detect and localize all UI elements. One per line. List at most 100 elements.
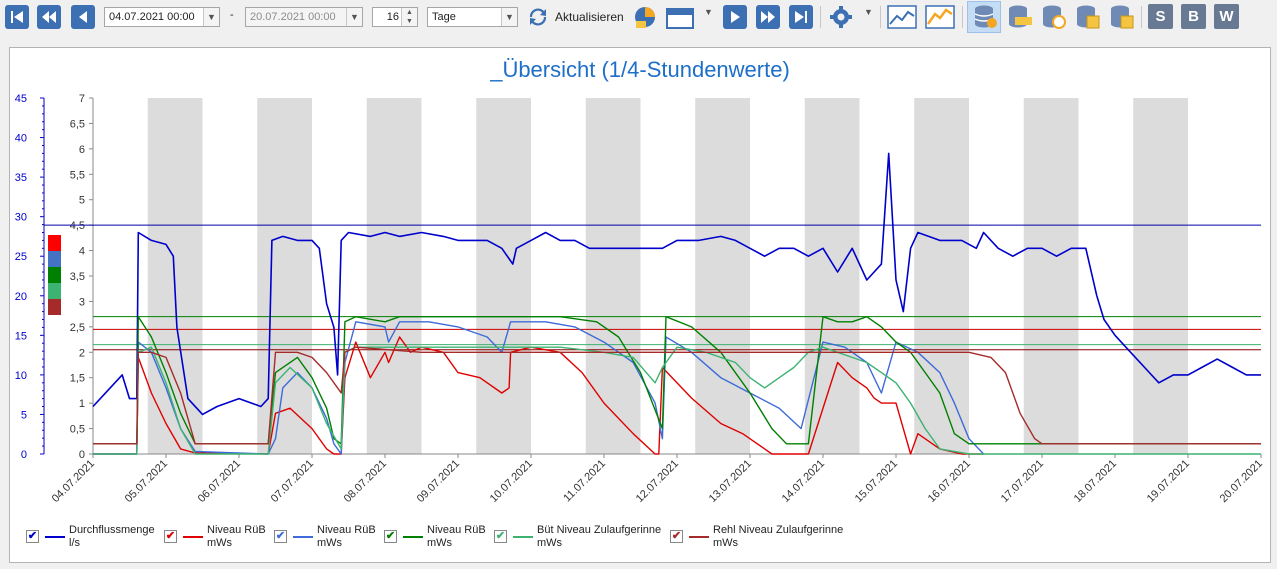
previous-button[interactable] [71, 5, 95, 29]
shaded-band [366, 98, 422, 454]
legend-checkbox[interactable]: ✔ [164, 530, 177, 543]
settings-button[interactable]: ▼ [828, 5, 874, 29]
unit-select[interactable]: Tage ▼ [427, 7, 518, 27]
rewind-button[interactable] [37, 5, 61, 29]
legend-series-name: Niveau RüB [317, 524, 376, 536]
line-chart-icon [887, 5, 917, 29]
x-tick-label: 18.07.2021 [1072, 458, 1119, 505]
database-mwa-icon [1009, 5, 1032, 28]
x-tick-label: 19.07.2021 [1145, 458, 1192, 505]
skip-first-icon [11, 11, 23, 23]
legend-series-name: Büt Niveau Zulaufgerinne [537, 524, 662, 536]
w-button[interactable]: W [1214, 4, 1239, 29]
line-chart-alt-button[interactable] [924, 4, 956, 30]
x-tick-label: 08.07.2021 [342, 458, 389, 505]
right-y-tick-label: 6,5 [70, 118, 85, 130]
first-page-button[interactable] [5, 5, 29, 29]
gear-icon [830, 6, 852, 28]
legend-series-unit: mWs [537, 537, 563, 549]
last-page-button[interactable] [789, 5, 813, 29]
calendar-icon [666, 8, 711, 29]
series-line [93, 336, 984, 455]
series-line [92, 152, 1261, 416]
left-y-tick-label: 5 [21, 409, 27, 421]
database-clock-button[interactable] [1039, 4, 1067, 30]
series-color-marker [48, 235, 61, 251]
series-line [93, 346, 1261, 455]
x-tick-label: 15.07.2021 [853, 458, 900, 505]
legend-series-name: Niveau RüB [207, 524, 266, 536]
left-y-tick-label: 15 [15, 330, 27, 342]
right-y-tick-label: 1 [79, 398, 85, 410]
left-y-tick-label: 45 [15, 93, 27, 105]
chevron-down-icon[interactable]: ▼ [501, 8, 517, 26]
legend-swatch [183, 536, 203, 538]
x-tick-label: 20.07.2021 [1218, 458, 1265, 505]
left-y-tick-label: 0 [21, 449, 27, 461]
refresh-button[interactable]: Aktualisieren [527, 6, 627, 28]
shaded-band [257, 98, 312, 454]
x-tick-label: 05.07.2021 [123, 458, 170, 505]
date-from-field[interactable]: 04.07.2021 00:00 ▼ [104, 7, 220, 27]
unit-select-value: Tage [432, 11, 456, 23]
left-y-tick-label: 25 [15, 251, 27, 263]
series-color-marker [48, 299, 61, 315]
s-button[interactable]: S [1148, 4, 1173, 29]
chevron-down-icon[interactable]: ▼ [704, 7, 713, 17]
legend-checkbox[interactable]: ✔ [494, 530, 507, 543]
database-month-button[interactable] [1107, 4, 1135, 30]
legend-series-unit: mWs [427, 537, 453, 549]
line-chart-button[interactable] [886, 4, 918, 30]
database-calendar-day-icon [1077, 5, 1100, 29]
legend-swatch [513, 536, 533, 538]
series-line [93, 346, 1261, 445]
right-y-tick-label: 0,5 [70, 424, 85, 436]
count-stepper[interactable]: 16 ▲ ▼ [372, 7, 418, 27]
legend-series-unit: mWs [317, 537, 343, 549]
legend-label: Büt Niveau Zulaufgerinne mWs [537, 524, 661, 550]
date-to-value: 20.07.2021 00:00 [250, 11, 336, 23]
chevron-down-icon[interactable]: ▼ [864, 7, 873, 17]
right-y-tick-label: 3,5 [70, 271, 85, 283]
line-chart-alt-icon [925, 5, 955, 29]
x-tick-label: 14.07.2021 [780, 458, 827, 505]
shaded-band [476, 98, 531, 454]
database-button[interactable] [971, 4, 999, 30]
refresh-icon [529, 8, 547, 26]
x-tick-label: 10.07.2021 [488, 458, 535, 505]
b-button[interactable]: B [1181, 4, 1206, 29]
calendar-button[interactable]: ▼ [666, 5, 713, 29]
right-y-tick-label: 5 [79, 195, 85, 207]
play-button[interactable] [723, 5, 747, 29]
legend-checkbox[interactable]: ✔ [384, 530, 397, 543]
legend-checkbox[interactable]: ✔ [274, 530, 287, 543]
x-tick-label: 13.07.2021 [707, 458, 754, 505]
x-tick-label: 17.07.2021 [999, 458, 1046, 505]
toolbar-divider [820, 6, 821, 28]
database-mwa-button[interactable] [1005, 4, 1033, 30]
legend-checkbox[interactable]: ✔ [26, 530, 39, 543]
legend-label: Durchflussmenge l/s [69, 524, 155, 550]
legend-checkbox[interactable]: ✔ [670, 530, 683, 543]
stepper-arrows-icon[interactable]: ▲ ▼ [401, 8, 417, 26]
shaded-band [147, 98, 203, 454]
refresh-label: Aktualisieren [555, 10, 624, 24]
x-tick-label: 12.07.2021 [634, 458, 681, 505]
right-y-tick-label: 7 [79, 93, 85, 105]
legend-swatch [45, 536, 65, 538]
right-y-tick-label: 2 [79, 347, 85, 359]
database-clock-icon [1043, 5, 1066, 29]
right-y-tick-label: 4,5 [70, 220, 85, 232]
fast-forward-button[interactable] [756, 5, 780, 29]
database-icon [974, 5, 997, 28]
fast-forward-icon [761, 11, 775, 23]
skip-last-icon [795, 11, 807, 23]
series-color-marker [48, 267, 61, 283]
chevron-down-icon[interactable]: ▼ [203, 8, 219, 26]
arrow-left-icon [79, 11, 87, 23]
database-day-button[interactable] [1073, 4, 1101, 30]
database-calendar-month-icon [1111, 5, 1134, 29]
clock-button[interactable] [632, 5, 658, 29]
left-y-tick-label: 35 [15, 172, 27, 184]
